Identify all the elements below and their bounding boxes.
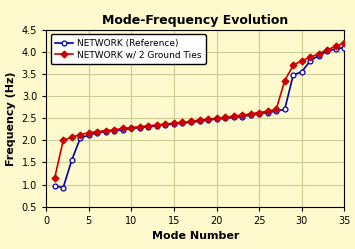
NETWORK w/ 2 Ground Ties [112,128,116,131]
NETWORK w/ 2 Ground Ties [155,124,159,126]
NETWORK w/ 2 Ground Ties [87,131,91,134]
NETWORK (Reference) [214,118,219,121]
NETWORK (Reference) [342,46,346,49]
NETWORK (Reference) [257,112,261,115]
NETWORK (Reference) [325,50,329,53]
NETWORK (Reference) [172,123,176,125]
Y-axis label: Frequency (Hz): Frequency (Hz) [6,71,16,166]
NETWORK (Reference) [291,73,295,76]
NETWORK (Reference) [248,114,253,117]
NETWORK w/ 2 Ground Ties [325,48,329,51]
NETWORK (Reference) [95,131,99,134]
Line: NETWORK (Reference): NETWORK (Reference) [52,45,347,190]
NETWORK w/ 2 Ground Ties [129,126,133,129]
NETWORK (Reference) [70,159,74,162]
NETWORK w/ 2 Ground Ties [257,111,261,114]
NETWORK (Reference) [112,129,116,132]
NETWORK w/ 2 Ground Ties [70,136,74,139]
NETWORK w/ 2 Ground Ties [231,115,236,118]
NETWORK w/ 2 Ground Ties [61,139,65,142]
NETWORK w/ 2 Ground Ties [53,177,57,180]
Title: Mode-Frequency Evolution: Mode-Frequency Evolution [102,14,288,27]
NETWORK w/ 2 Ground Ties [78,133,82,136]
NETWORK w/ 2 Ground Ties [138,125,142,128]
X-axis label: Mode Number: Mode Number [152,231,239,241]
NETWORK (Reference) [308,59,312,62]
NETWORK w/ 2 Ground Ties [180,121,185,124]
NETWORK (Reference) [317,54,321,57]
NETWORK w/ 2 Ground Ties [291,64,295,67]
NETWORK (Reference) [223,117,227,120]
NETWORK (Reference) [197,120,202,123]
NETWORK (Reference) [180,122,185,125]
NETWORK w/ 2 Ground Ties [274,108,278,111]
NETWORK w/ 2 Ground Ties [189,120,193,123]
NETWORK w/ 2 Ground Ties [308,56,312,59]
NETWORK (Reference) [138,126,142,129]
NETWORK w/ 2 Ground Ties [206,118,210,121]
NETWORK (Reference) [283,108,287,111]
NETWORK w/ 2 Ground Ties [197,119,202,122]
NETWORK (Reference) [155,124,159,127]
NETWORK (Reference) [163,124,168,126]
NETWORK w/ 2 Ground Ties [342,42,346,45]
Line: NETWORK w/ 2 Ground Ties: NETWORK w/ 2 Ground Ties [52,41,347,180]
NETWORK w/ 2 Ground Ties [334,45,338,48]
NETWORK (Reference) [53,185,57,187]
NETWORK (Reference) [266,111,270,114]
NETWORK w/ 2 Ground Ties [300,59,304,62]
NETWORK w/ 2 Ground Ties [214,117,219,120]
NETWORK (Reference) [274,110,278,113]
NETWORK (Reference) [61,186,65,189]
NETWORK (Reference) [300,70,304,73]
NETWORK (Reference) [231,116,236,119]
NETWORK w/ 2 Ground Ties [104,129,108,132]
NETWORK w/ 2 Ground Ties [95,130,99,133]
NETWORK (Reference) [78,137,82,140]
NETWORK w/ 2 Ground Ties [223,116,227,119]
NETWORK (Reference) [206,119,210,122]
NETWORK w/ 2 Ground Ties [283,79,287,82]
Legend: NETWORK (Reference), NETWORK w/ 2 Ground Ties: NETWORK (Reference), NETWORK w/ 2 Ground… [51,34,206,64]
NETWORK (Reference) [121,128,125,131]
NETWORK w/ 2 Ground Ties [146,124,151,127]
NETWORK (Reference) [87,133,91,136]
NETWORK w/ 2 Ground Ties [248,112,253,115]
NETWORK (Reference) [334,47,338,50]
NETWORK (Reference) [104,130,108,133]
NETWORK w/ 2 Ground Ties [163,123,168,125]
NETWORK w/ 2 Ground Ties [121,127,125,130]
NETWORK (Reference) [240,115,244,118]
NETWORK w/ 2 Ground Ties [172,122,176,125]
NETWORK (Reference) [189,121,193,124]
NETWORK w/ 2 Ground Ties [317,52,321,55]
NETWORK w/ 2 Ground Ties [266,110,270,113]
NETWORK w/ 2 Ground Ties [240,114,244,117]
NETWORK (Reference) [146,125,151,128]
NETWORK (Reference) [129,127,133,130]
